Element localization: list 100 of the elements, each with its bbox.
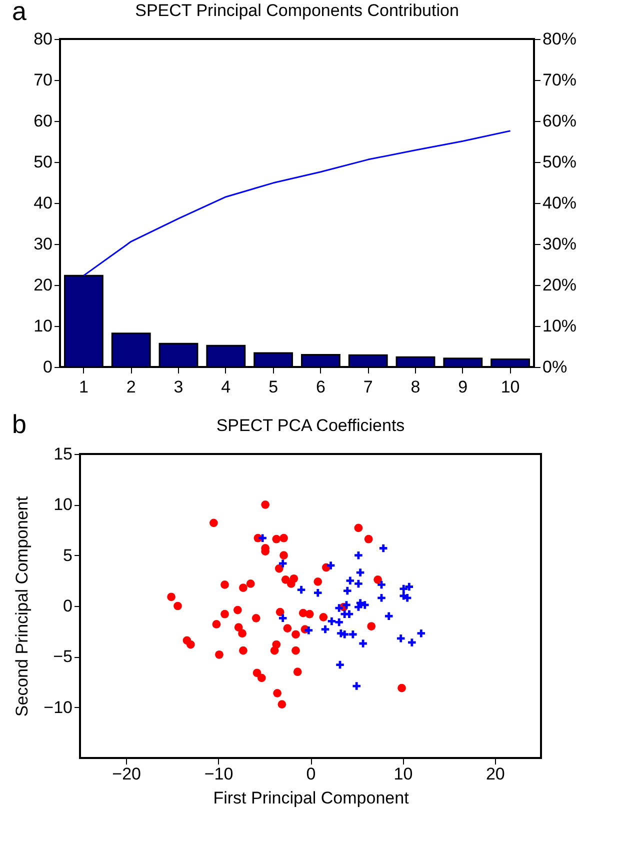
- point: [305, 610, 314, 618]
- point: [246, 580, 255, 588]
- text: b: [12, 409, 26, 440]
- point: [376, 592, 387, 603]
- point: [312, 588, 323, 598]
- point: [233, 606, 242, 614]
- point: [355, 567, 366, 578]
- point: [239, 584, 248, 592]
- y-tick-label: 50: [34, 152, 52, 172]
- point: [220, 610, 229, 618]
- point: [252, 614, 260, 622]
- point: [326, 616, 337, 626]
- point: [376, 580, 387, 590]
- point: [304, 625, 314, 636]
- x-axis-title: First Principal Component: [213, 788, 410, 808]
- point: [374, 575, 382, 584]
- x-tick-label: 20: [486, 764, 505, 784]
- point: [239, 646, 248, 655]
- point: [280, 534, 288, 542]
- x-tick-label: 2: [126, 378, 136, 396]
- point: [215, 650, 224, 659]
- chart-title: SPECT PCA Coefficients: [216, 416, 405, 435]
- point: [293, 668, 302, 676]
- point: [342, 586, 352, 596]
- point: [320, 624, 330, 634]
- point: [234, 623, 243, 632]
- x-tick-label: −20: [112, 764, 142, 784]
- x-tick-label: 3: [174, 378, 184, 396]
- point: [257, 674, 266, 682]
- point: [186, 640, 195, 649]
- point: [276, 608, 284, 616]
- y2-tick-label: 10%: [542, 316, 577, 336]
- point: [367, 622, 376, 630]
- y-tick-label: −10: [44, 698, 72, 717]
- y2-tick-label: 0%: [542, 358, 568, 376]
- y-tick-label: 30: [34, 234, 52, 254]
- y-axis-title: Second Principal Component: [12, 496, 32, 717]
- point: [348, 629, 358, 640]
- y-tick-label: 40: [34, 194, 52, 212]
- y-tick-label: 80: [34, 30, 52, 48]
- point: [345, 576, 356, 586]
- point: [257, 533, 268, 544]
- x-tick-label: 7: [363, 378, 373, 396]
- y-tick-label: 0: [43, 358, 52, 376]
- point: [404, 582, 414, 592]
- x-tick-label: 1: [78, 378, 88, 396]
- x-tick-label: −10: [204, 764, 234, 784]
- y-tick-label: 20: [34, 276, 52, 294]
- x-tick-label: 10: [500, 378, 520, 396]
- y-tick-label: 10: [34, 316, 52, 336]
- point: [212, 620, 221, 628]
- point: [283, 624, 292, 632]
- point: [326, 560, 336, 571]
- point: [314, 578, 322, 586]
- point: [416, 628, 426, 638]
- point: [334, 617, 344, 628]
- text: a: [12, 0, 26, 27]
- chart-title: SPECT Principal Components Contribution: [135, 1, 459, 20]
- point: [341, 600, 352, 610]
- point: [398, 684, 406, 692]
- point: [272, 534, 281, 544]
- x-tick-label: 9: [458, 378, 468, 396]
- point: [274, 564, 284, 573]
- line-series: [82, 130, 512, 276]
- point: [358, 638, 368, 649]
- point: [278, 613, 288, 624]
- y-tick-label: 0: [63, 596, 72, 616]
- point: [334, 660, 346, 670]
- y2-tick-label: 50%: [542, 152, 577, 172]
- point: [354, 524, 363, 532]
- point: [281, 575, 290, 584]
- point: [292, 646, 300, 655]
- point: [319, 612, 328, 622]
- x-tick-label: 10: [394, 764, 413, 784]
- y2-tick-label: 40%: [542, 194, 577, 212]
- point: [384, 611, 394, 622]
- point: [352, 680, 362, 692]
- point: [398, 584, 409, 594]
- y-tick-label: 10: [54, 495, 72, 514]
- y2-tick-label: 20%: [542, 276, 577, 294]
- point: [296, 584, 306, 595]
- y2-tick-label: 80%: [542, 30, 577, 48]
- y-tick-label: 60: [34, 112, 52, 130]
- x-tick-label: 6: [316, 378, 326, 396]
- y-tick-label: 15: [54, 444, 72, 464]
- point: [270, 646, 279, 655]
- point: [378, 543, 388, 554]
- point: [210, 518, 218, 528]
- y2-tick-label: 30%: [542, 234, 577, 254]
- y-tick-label: 70: [34, 70, 52, 90]
- y2-tick-label: 70%: [542, 70, 577, 90]
- point: [406, 637, 417, 648]
- x-tick-label: 5: [268, 378, 278, 396]
- point: [167, 592, 176, 602]
- point: [353, 578, 364, 589]
- point: [220, 580, 229, 589]
- y-tick-label: −5: [53, 647, 72, 666]
- point: [174, 602, 182, 610]
- point: [290, 574, 298, 583]
- x-tick-label: 0: [306, 764, 316, 784]
